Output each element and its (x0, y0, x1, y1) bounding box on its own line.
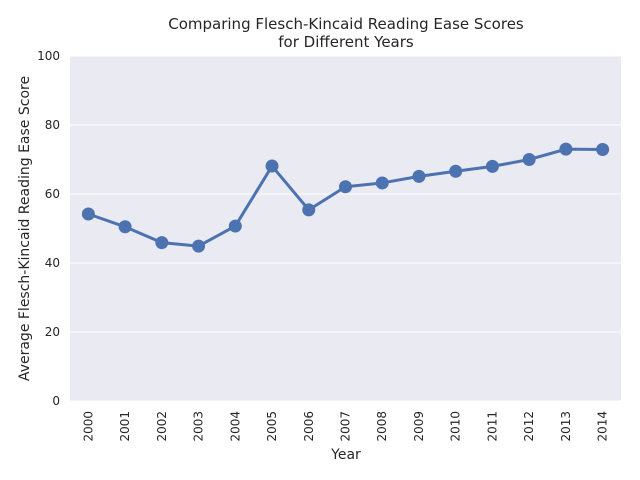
data-point (375, 176, 389, 190)
x-tick-label: 2002 (155, 411, 169, 442)
data-point (522, 153, 536, 166)
x-tick-label: 2003 (192, 411, 206, 442)
x-tick-label: 2007 (339, 411, 353, 442)
data-point (155, 236, 169, 250)
data-point (596, 142, 610, 156)
x-tick-label: 2013 (559, 411, 573, 442)
x-tick-label: 2006 (302, 411, 316, 442)
chart-title-line1: Comparing Flesch-Kincaid Reading Ease Sc… (168, 15, 524, 33)
data-point (339, 180, 352, 194)
x-tick-label: 2000 (81, 411, 95, 442)
gridlines (70, 55, 621, 402)
y-tick-label: 40 (45, 256, 60, 270)
data-point (559, 142, 573, 156)
x-tick-label: 2001 (118, 411, 132, 442)
chart-title-line2: for Different Years (278, 33, 414, 51)
data-point (412, 169, 426, 183)
y-axis-label: Average Flesch-Kincaid Reading Ease Scor… (17, 76, 33, 381)
data-point (228, 219, 242, 233)
data-point (81, 207, 95, 221)
data-points (81, 142, 610, 253)
x-tick-label: 2011 (485, 411, 499, 442)
x-tick-label: 2014 (596, 411, 610, 442)
x-tick-label: 2010 (449, 411, 463, 442)
data-point (449, 164, 463, 178)
plot-area (70, 56, 621, 401)
data-point (302, 203, 316, 217)
y-tick-label: 60 (45, 187, 60, 201)
x-tick-label: 2008 (375, 411, 389, 442)
data-point (485, 159, 499, 173)
y-tick-labels: 0 20 40 60 80 100 (37, 49, 60, 408)
data-point (118, 220, 132, 234)
y-tick-label: 20 (45, 325, 60, 339)
data-point (265, 159, 279, 173)
y-tick-label: 0 (52, 394, 60, 408)
y-tick-label: 80 (45, 118, 60, 132)
y-tick-label: 100 (37, 49, 60, 63)
x-axis-label: Year (330, 447, 361, 463)
x-tick-label: 2012 (522, 411, 536, 442)
x-tick-label: 2005 (265, 411, 279, 442)
x-tick-labels: 2000 2001 2002 2003 2004 2005 2006 2007 2008 2009… (81, 411, 609, 442)
data-point (192, 239, 206, 253)
x-tick-label: 2004 (228, 411, 242, 442)
x-tick-label: 2009 (412, 411, 426, 442)
